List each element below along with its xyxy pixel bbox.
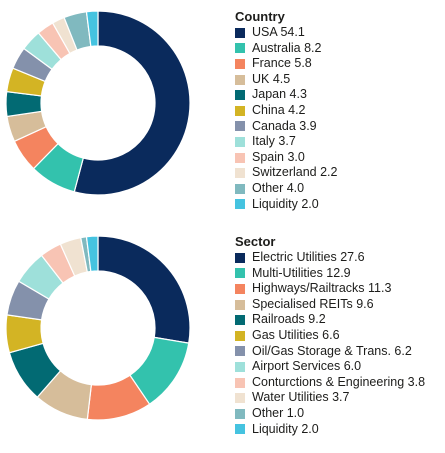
sector-legend-list: Electric Utilities 27.6 Multi-Utilities 1… (235, 250, 425, 437)
sector-legend-label: Specialised REITs 9.6 (252, 296, 374, 311)
country-legend-label: Australia 8.2 (252, 40, 322, 55)
country-legend-swatch (235, 58, 245, 69)
sector-legend-swatch (235, 268, 245, 279)
country-legend-label: Liquidity 2.0 (252, 196, 319, 211)
country-legend-swatch (235, 121, 245, 132)
country-legend-label: Spain 3.0 (252, 149, 305, 164)
country-legend: Country USA 54.1 Australia 8.2 France 5.8 U… (235, 8, 337, 212)
sector-donut-chart (5, 235, 191, 421)
sector-legend-swatch (235, 361, 245, 372)
sector-legend-swatch (235, 424, 245, 435)
sector-legend-label: Airport Services 6.0 (252, 359, 362, 374)
country-legend-item: Italy 3.7 (235, 134, 337, 150)
country-legend-item: France 5.8 (235, 56, 337, 72)
country-legend-title: Country (235, 9, 285, 24)
sector-legend-swatch (235, 283, 245, 294)
country-legend-label: China 4.2 (252, 102, 306, 117)
sector-legend-swatch (235, 346, 245, 357)
country-legend-label: Canada 3.9 (252, 118, 317, 133)
sector-legend-label: Highways/Railtracks 11.3 (252, 281, 392, 296)
sector-legend-item: Highways/Railtracks 11.3 (235, 281, 425, 297)
country-legend-label: UK 4.5 (252, 71, 291, 86)
sector-legend-item: Conturctions & Engineering 3.8 (235, 375, 425, 391)
sector-slice-0 (97, 235, 191, 344)
country-legend-item: Spain 3.0 (235, 150, 337, 166)
country-legend-swatch (235, 43, 245, 54)
sector-legend-swatch (235, 408, 245, 419)
country-legend-item: USA 54.1 (235, 25, 337, 41)
country-legend-swatch (235, 27, 245, 38)
country-legend-item: Canada 3.9 (235, 119, 337, 135)
country-legend-swatch (235, 105, 245, 116)
sector-legend-item: Gas Utilities 6.6 (235, 328, 425, 344)
country-legend-list: USA 54.1 Australia 8.2 France 5.8 UK 4.5 Jap… (235, 25, 337, 212)
country-legend-label: Other 4.0 (252, 180, 305, 195)
country-slice-11 (85, 10, 99, 48)
sector-legend-item: Liquidity 2.0 (235, 422, 425, 438)
sector-legend-label: Liquidity 2.0 (252, 421, 319, 436)
country-legend-item: Japan 4.3 (235, 87, 337, 103)
sector-legend-item: Water Utilities 3.7 (235, 390, 425, 406)
country-legend-label: France 5.8 (252, 56, 312, 71)
sector-legend-swatch (235, 252, 245, 263)
sector-legend-swatch (235, 377, 245, 388)
country-legend-item: Liquidity 2.0 (235, 197, 337, 213)
sector-legend-swatch (235, 393, 245, 404)
country-legend-swatch (235, 199, 245, 210)
country-legend-swatch (235, 74, 245, 85)
country-legend-label: Switzerland 2.2 (252, 165, 338, 180)
country-legend-swatch (235, 152, 245, 163)
sector-legend-item: Electric Utilities 27.6 (235, 250, 425, 266)
sector-legend-label: Conturctions & Engineering 3.8 (252, 374, 426, 389)
country-legend-swatch (235, 90, 245, 101)
country-legend-item: Other 4.0 (235, 181, 337, 197)
sector-legend-item: Airport Services 6.0 (235, 359, 425, 375)
sector-slice-11 (85, 235, 99, 273)
sector-legend-swatch (235, 315, 245, 326)
country-slice-0 (73, 10, 191, 196)
sector-legend-label: Gas Utilities 6.6 (252, 327, 340, 342)
sector-legend: Sector Electric Utilities 27.6 Multi-Util… (235, 233, 425, 437)
sector-legend-swatch (235, 330, 245, 341)
country-legend-item: Australia 8.2 (235, 41, 337, 57)
sector-legend-label: Railroads 9.2 (252, 312, 326, 327)
sector-legend-label: Multi-Utilities 12.9 (252, 265, 351, 280)
country-donut-chart (5, 10, 191, 196)
sector-legend-label: Electric Utilities 27.6 (252, 250, 365, 264)
country-legend-swatch (235, 183, 245, 194)
sector-legend-item: Railroads 9.2 (235, 312, 425, 328)
sector-legend-title: Sector (235, 234, 276, 249)
country-legend-item: UK 4.5 (235, 72, 337, 88)
sector-legend-item: Specialised REITs 9.6 (235, 297, 425, 313)
country-legend-item: Switzerland 2.2 (235, 165, 337, 181)
sector-legend-item: Multi-Utilities 12.9 (235, 266, 425, 282)
country-legend-swatch (235, 168, 245, 179)
sector-legend-swatch (235, 299, 245, 310)
country-legend-item: China 4.2 (235, 103, 337, 119)
sector-legend-label: Other 1.0 (252, 405, 305, 420)
sector-legend-label: Water Utilities 3.7 (252, 390, 350, 405)
country-legend-label: USA 54.1 (252, 25, 305, 39)
country-legend-label: Italy 3.7 (252, 134, 296, 149)
country-legend-label: Japan 4.3 (252, 87, 307, 102)
country-legend-swatch (235, 136, 245, 147)
sector-legend-label: Oil/Gas Storage & Trans. 6.2 (252, 343, 412, 358)
sector-legend-item: Other 1.0 (235, 406, 425, 422)
sector-legend-item: Oil/Gas Storage & Trans. 6.2 (235, 344, 425, 360)
